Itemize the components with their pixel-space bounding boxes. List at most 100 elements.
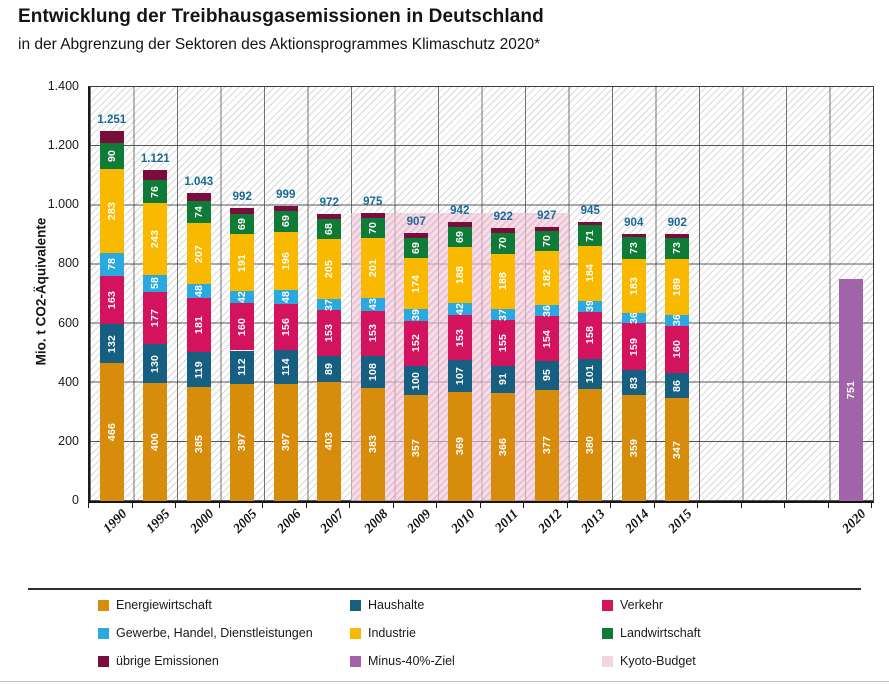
y-tick-label: 0 xyxy=(72,493,79,507)
legend-swatch-landwirtschaft xyxy=(602,627,613,639)
bar-segment-brige-emissionen xyxy=(404,232,429,238)
bar-value-label: 112 xyxy=(236,358,249,376)
bar-segment-haushalte: 119 xyxy=(186,351,211,388)
x-tick-label: 2008 xyxy=(360,506,391,536)
bar-segment-industrie: 188 xyxy=(491,253,516,310)
bar-value-label: 182 xyxy=(540,269,553,288)
bar-segment-energiewirtschaft: 397 xyxy=(273,383,298,501)
bar-value-label: 403 xyxy=(323,432,336,451)
bar-segment-brige-emissionen xyxy=(99,131,124,143)
legend-swatch-kyoto-budget xyxy=(602,655,613,667)
x-tick-label: 2007 xyxy=(317,506,347,536)
bar-value-label: 119 xyxy=(192,360,205,379)
legend-item-energiewirtschaft: Energiewirtschaft xyxy=(98,598,350,612)
x-tick-mark xyxy=(610,503,611,508)
bar-segment-haushalte: 86 xyxy=(665,372,690,399)
x-tick-mark xyxy=(219,503,220,508)
x-tick-label: 2015 xyxy=(665,506,695,536)
x-tick-label: 2012 xyxy=(534,506,565,536)
bar-value-label: 183 xyxy=(627,276,640,295)
bar-value-label: 39 xyxy=(584,300,597,313)
bar-value-label: 83 xyxy=(627,376,640,389)
bar-value-label: 69 xyxy=(236,218,249,231)
bar-segment-haushalte: 112 xyxy=(230,350,255,384)
x-tick-mark xyxy=(567,503,568,508)
bar-total-label: 927 xyxy=(537,209,557,222)
bar-segment-haushalte: 91 xyxy=(491,365,516,393)
bar-value-label: 42 xyxy=(236,290,249,304)
legend-label: Minus-40%-Ziel xyxy=(368,654,455,668)
bar-value-label: 385 xyxy=(192,435,205,454)
x-tick-mark xyxy=(697,503,698,508)
bar-segment-haushalte: 89 xyxy=(317,355,342,382)
bar-segment-verkehr: 160 xyxy=(230,303,255,351)
bar-segment-verkehr: 163 xyxy=(99,275,124,325)
bar-segment-gewerbe-handel-dienstleistungen: 48 xyxy=(186,284,211,299)
bar-value-label: 153 xyxy=(453,328,466,347)
bar-segment-energiewirtschaft: 359 xyxy=(621,394,646,501)
bar-segment-industrie: 201 xyxy=(360,238,385,298)
y-axis-title: Mio. t CO2-Äquivalente xyxy=(33,217,49,366)
bar-value-label: 181 xyxy=(192,316,205,335)
bar-segment-brige-emissionen xyxy=(578,221,603,226)
bar-value-label: 283 xyxy=(105,202,118,221)
legend-item-brige-emissionen: übrige Emissionen xyxy=(98,654,350,668)
x-tick-label: 1995 xyxy=(143,506,173,536)
bar-value-label: 154 xyxy=(540,329,553,348)
legend: Energiewirtschaft Haushalte Verkehr Gewerbe… xyxy=(98,598,854,668)
bar-value-label: 383 xyxy=(366,435,379,454)
bar-value-label: 36 xyxy=(627,311,640,324)
chart-title: Entwicklung der Treibhausgasemissionen i… xyxy=(18,6,544,27)
bar-segment-landwirtschaft: 70 xyxy=(360,217,385,239)
y-tick-label: 800 xyxy=(58,256,79,271)
bar-value-label: 48 xyxy=(192,285,205,298)
bar-total-label: 945 xyxy=(580,204,600,217)
bar-segment-brige-emissionen xyxy=(665,234,690,238)
chart-subtitle: in der Abgrenzung der Sektoren des Aktio… xyxy=(18,36,541,53)
bar-segment-brige-emissionen xyxy=(317,213,342,219)
bar-value-label: 78 xyxy=(105,258,118,271)
legend-item-haushalte: Haushalte xyxy=(350,598,602,612)
bar-segment-haushalte: 130 xyxy=(143,344,168,383)
bar-value-label: 107 xyxy=(453,367,466,386)
y-tick-label: 1.400 xyxy=(47,79,79,93)
bar-segment-energiewirtschaft: 380 xyxy=(578,388,603,501)
bar-segment-gewerbe-handel-dienstleistungen: 36 xyxy=(665,314,690,326)
bar-segment-industrie: 174 xyxy=(404,257,429,310)
bar-segment-haushalte: 132 xyxy=(99,324,124,364)
legend-swatch-energiewirtschaft xyxy=(98,599,109,611)
y-tick-label: 1.200 xyxy=(47,138,79,153)
bar-value-label: 71 xyxy=(584,229,597,242)
bar-value-label: 159 xyxy=(627,337,640,356)
bar-value-label: 70 xyxy=(366,222,379,235)
bar-segment-verkehr: 160 xyxy=(665,325,690,373)
bar-value-label: 189 xyxy=(671,278,684,297)
bar-value-label: 73 xyxy=(627,241,640,254)
bar-segment-brige-emissionen xyxy=(491,228,516,233)
bar-value-label: 191 xyxy=(236,253,249,272)
legend-separator xyxy=(28,588,861,590)
bar-segment-brige-emissionen xyxy=(230,207,255,214)
bar-segment-energiewirtschaft: 400 xyxy=(143,382,168,501)
x-tick-label: 2006 xyxy=(273,506,304,536)
bar-segment-verkehr: 156 xyxy=(273,303,298,350)
bar-value-label: 69 xyxy=(279,215,292,228)
bar-value-label: 160 xyxy=(671,340,684,359)
bar-segment-energiewirtschaft: 377 xyxy=(534,389,559,501)
bar-value-label: 68 xyxy=(323,222,336,235)
bar-segment-landwirtschaft: 74 xyxy=(186,201,211,224)
bar-segment-landwirtschaft: 73 xyxy=(621,236,646,259)
bar-segment-gewerbe-handel-dienstleistungen: 58 xyxy=(143,274,168,292)
bar-segment-verkehr: 181 xyxy=(186,298,211,352)
legend-label: Industrie xyxy=(368,626,416,640)
bar-segment-gewerbe-handel-dienstleistungen: 37 xyxy=(317,298,342,311)
bar-value-label: 58 xyxy=(149,277,162,290)
bar-segment-landwirtschaft: 76 xyxy=(143,180,168,203)
bar-value-label: 36 xyxy=(540,304,553,317)
bar-value-label: 76 xyxy=(149,185,162,198)
bar-segment-landwirtschaft: 70 xyxy=(534,230,559,252)
bar-total-label: 904 xyxy=(624,216,644,229)
bar-value-label: 37 xyxy=(323,298,336,311)
bar-value-label: 153 xyxy=(366,324,379,343)
x-tick-label: 2010 xyxy=(447,506,478,536)
